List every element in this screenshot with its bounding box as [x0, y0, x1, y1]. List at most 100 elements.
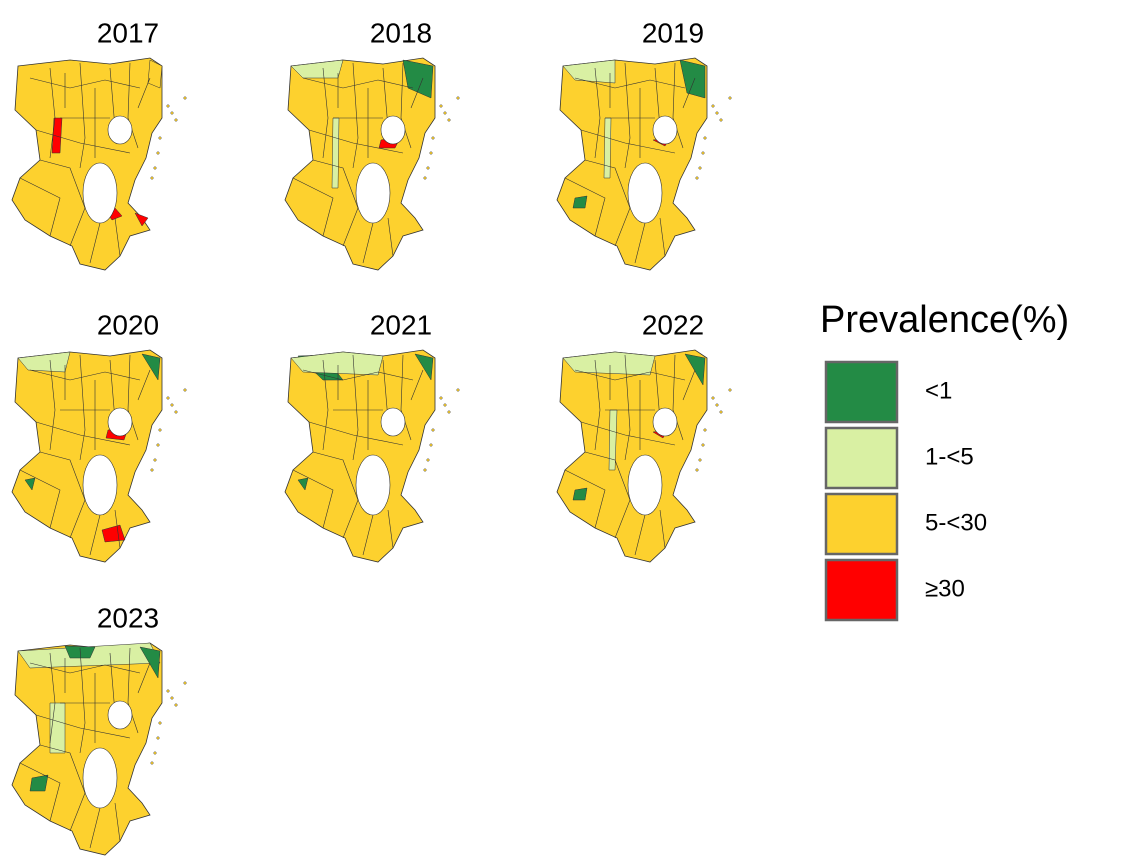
region-border [352, 354, 359, 461]
island [174, 118, 178, 122]
island [426, 166, 430, 170]
island [711, 396, 715, 400]
region-border [35, 714, 131, 739]
region-border [564, 177, 606, 237]
island [698, 166, 702, 170]
map-panel [284, 57, 460, 271]
region-base [11, 349, 163, 563]
panel-title: 2019 [642, 17, 704, 48]
island [153, 751, 157, 755]
region-base [11, 57, 163, 271]
island [170, 403, 174, 407]
island [698, 458, 702, 462]
island [431, 136, 435, 140]
island [158, 428, 162, 432]
island [183, 388, 187, 392]
island [156, 736, 160, 740]
region-border [322, 359, 329, 451]
region-border [39, 159, 86, 247]
island [150, 761, 154, 765]
region-border [79, 62, 86, 169]
island [174, 703, 178, 707]
island [728, 388, 732, 392]
island [183, 96, 187, 100]
legend-label: ≥30 [925, 575, 965, 602]
no-data-area [652, 407, 678, 437]
island [156, 443, 160, 447]
region-border [564, 469, 606, 529]
region [49, 702, 66, 754]
island [423, 176, 427, 180]
region-border [400, 62, 412, 149]
region [603, 117, 612, 179]
legend-swatch [824, 558, 899, 622]
region-border [387, 509, 394, 549]
panel-title: 2021 [370, 309, 432, 340]
island [153, 458, 157, 462]
region-border [19, 469, 61, 529]
region-border [410, 77, 424, 109]
region-border [79, 647, 86, 754]
island [423, 468, 427, 472]
region-border [322, 67, 329, 159]
island [426, 458, 430, 462]
no-data-area [82, 162, 118, 224]
island [447, 118, 451, 122]
region [684, 353, 706, 386]
island [728, 96, 732, 100]
region-border [19, 762, 61, 822]
region-border [137, 369, 151, 401]
region-border [114, 217, 121, 257]
no-data-area [380, 407, 406, 437]
island [166, 689, 170, 693]
panel-title: 2018 [370, 17, 432, 48]
region-border [624, 62, 631, 169]
region-border [35, 129, 131, 154]
region-border [137, 662, 151, 694]
region-border [49, 359, 56, 451]
no-data-area [627, 454, 663, 516]
region-border [89, 514, 101, 556]
map-panel [284, 349, 460, 563]
region [141, 353, 161, 381]
island [183, 681, 187, 685]
island [150, 176, 154, 180]
region-border [302, 369, 414, 381]
island [715, 403, 719, 407]
region-border [580, 421, 676, 446]
region-border [137, 77, 151, 109]
island [150, 468, 154, 472]
no-data-area [355, 454, 391, 516]
island [170, 696, 174, 700]
island [443, 403, 447, 407]
island [156, 151, 160, 155]
region [139, 646, 161, 679]
no-data-area [652, 115, 678, 145]
region-border [89, 222, 101, 264]
region [572, 195, 588, 209]
no-data-area [107, 407, 133, 437]
legend-label: <1 [925, 377, 952, 404]
region [51, 117, 63, 154]
region-border [594, 359, 601, 451]
no-data-area [82, 454, 118, 516]
legend-label: 5-<30 [925, 509, 987, 536]
island [456, 96, 460, 100]
region-border [19, 177, 61, 237]
island [166, 104, 170, 108]
panel-title: 2017 [97, 17, 159, 48]
region [290, 351, 384, 376]
island [715, 111, 719, 115]
region-border [127, 62, 139, 149]
region-border [49, 652, 56, 744]
region-border [682, 369, 696, 401]
region-border [114, 509, 121, 549]
region-base [556, 349, 708, 563]
region [572, 487, 588, 501]
region-border [659, 217, 666, 257]
legend-title: Prevalence(%) [820, 299, 1069, 341]
region-border [634, 514, 646, 556]
map-panel [11, 349, 187, 563]
region-border [387, 217, 394, 257]
